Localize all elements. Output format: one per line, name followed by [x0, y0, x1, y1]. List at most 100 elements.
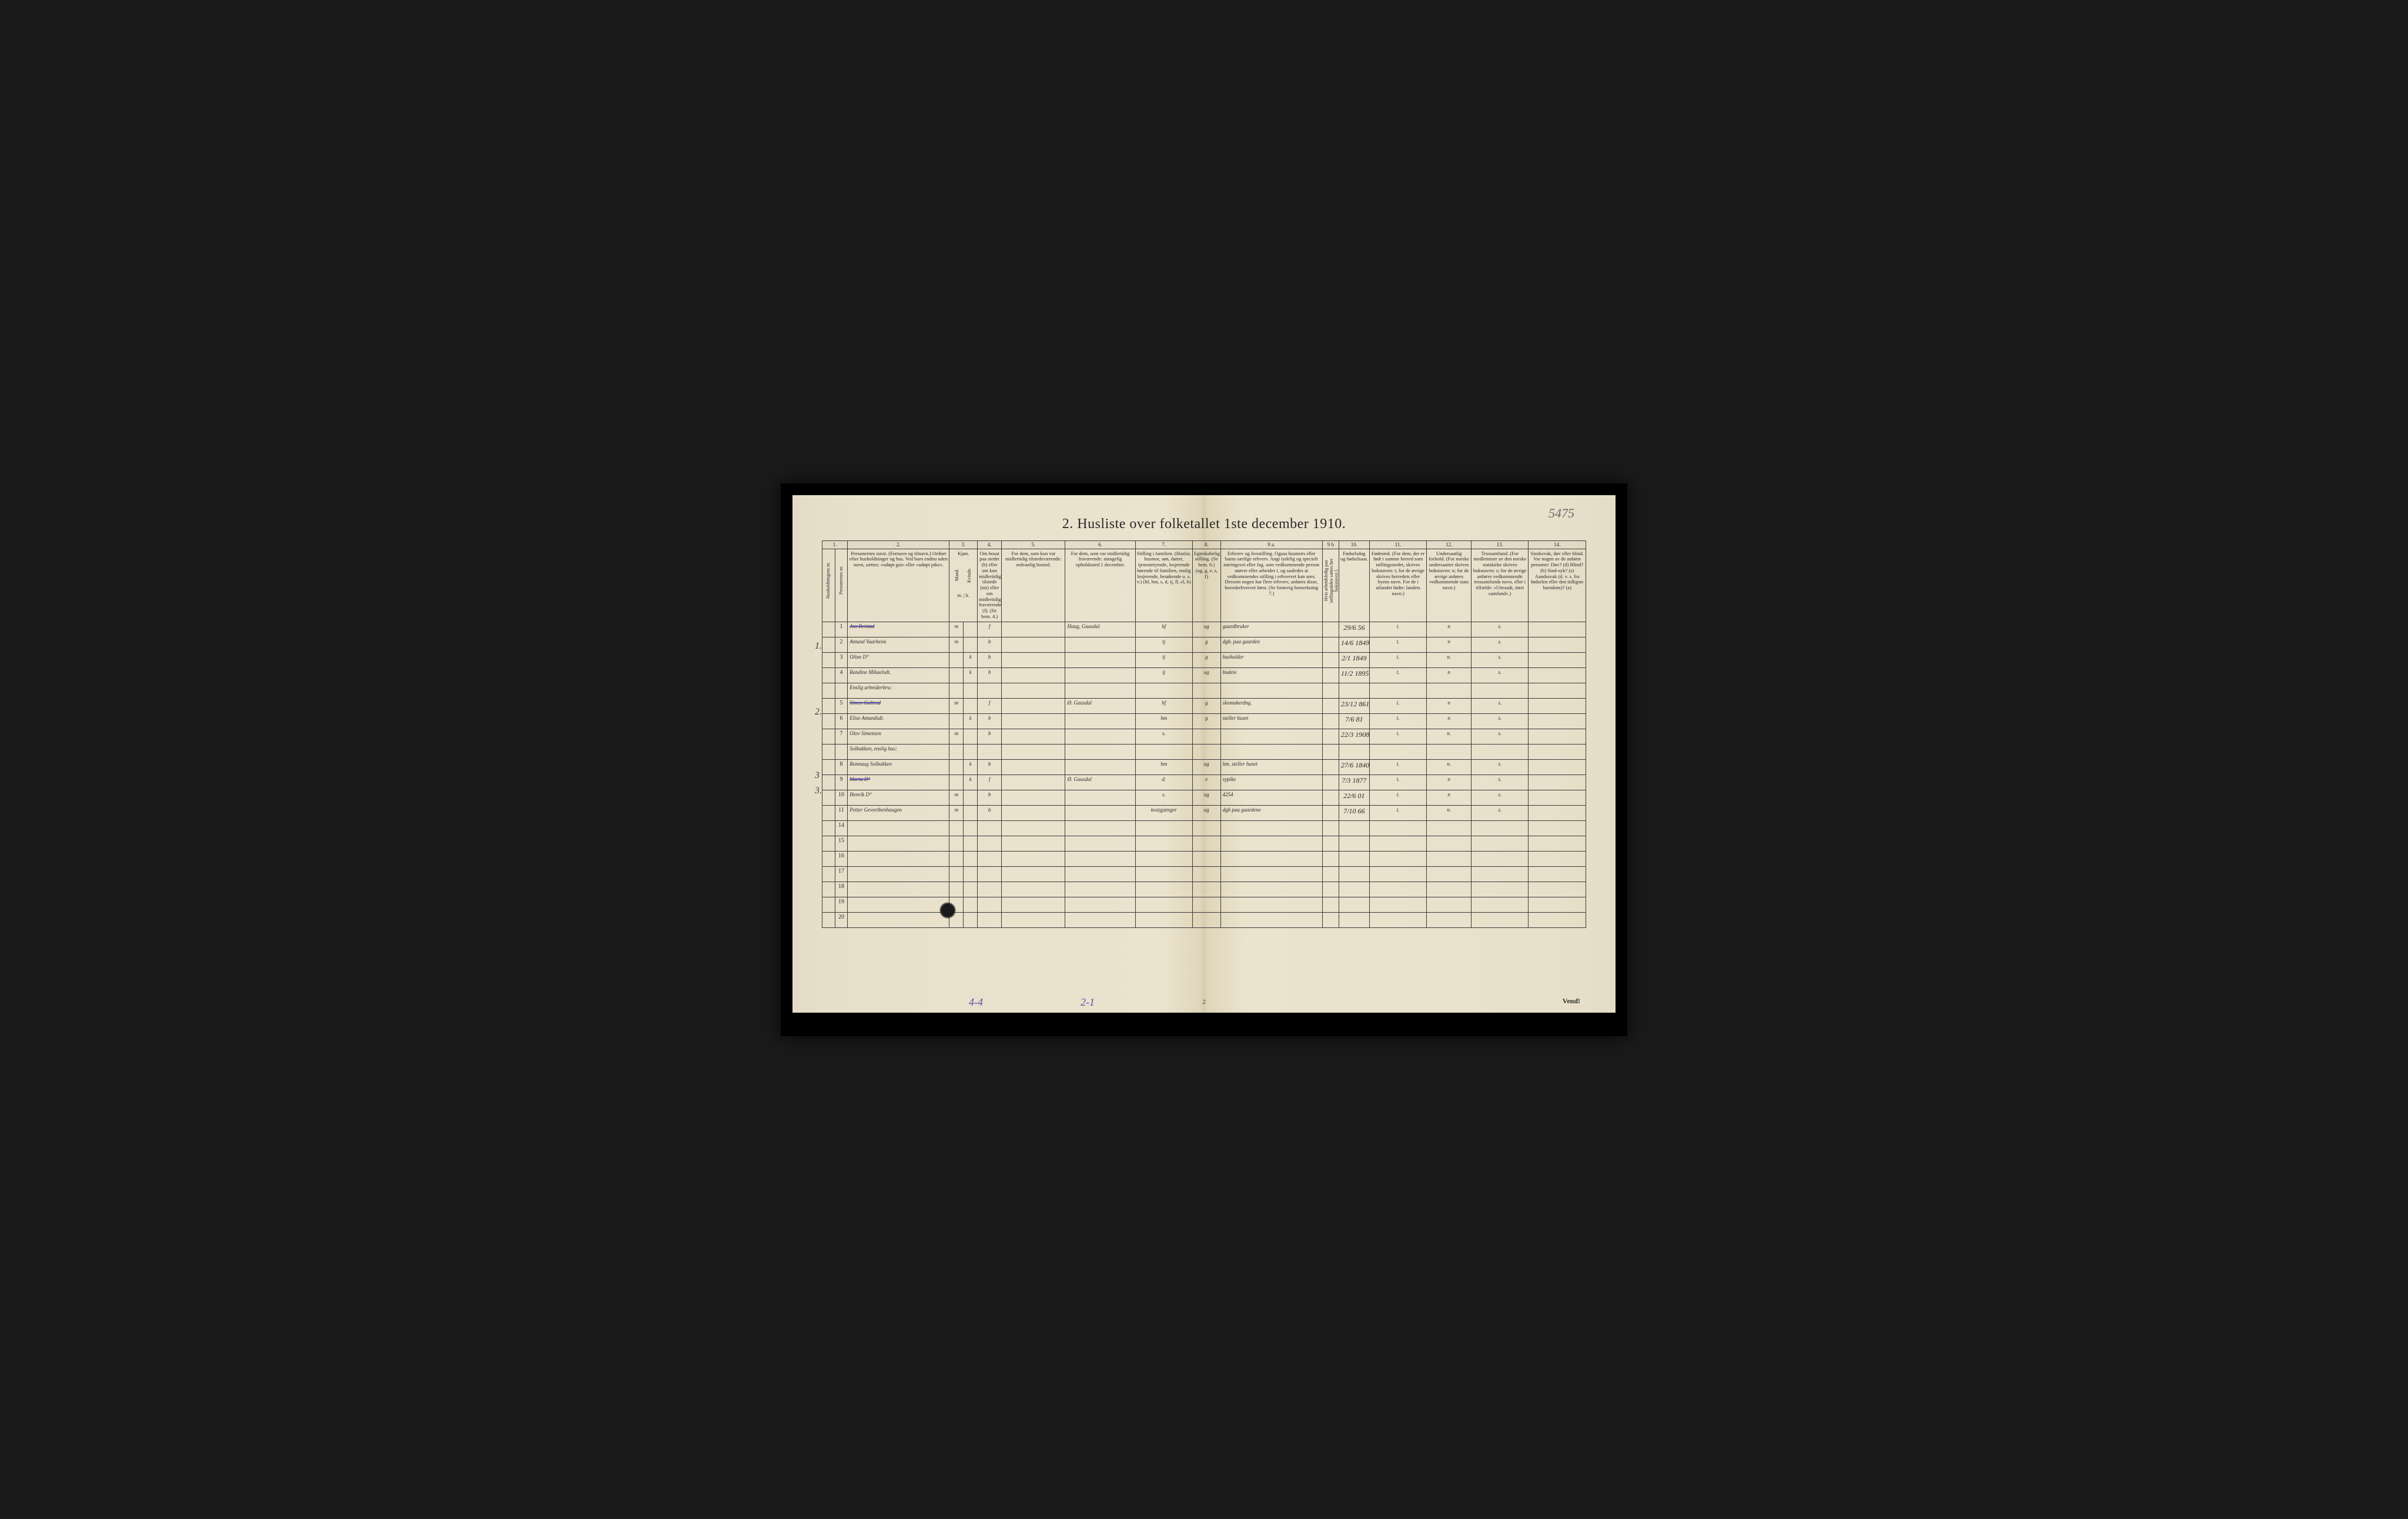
- cell-family-pos: hf: [1135, 698, 1192, 713]
- cell-empty: [1322, 882, 1339, 897]
- ink-blot: [939, 902, 956, 919]
- header-marital: Egteskabelig stilling. (Se bem. 6.) (ug,…: [1192, 549, 1220, 622]
- page-number: 2: [1203, 999, 1206, 1006]
- cell-empty: [1192, 897, 1220, 912]
- cell-temp-present: [1002, 637, 1065, 652]
- cell-disability: [1529, 790, 1586, 805]
- table-row-empty: 20: [822, 912, 1586, 927]
- cell-family-pos: tj: [1135, 667, 1192, 683]
- cell-household: [822, 882, 835, 897]
- cell-temp-absent: Haug, Gausdal: [1065, 622, 1135, 637]
- cell-empty: [1322, 912, 1339, 927]
- cell-person-nr: 18: [835, 882, 848, 897]
- footer-note-2: 2-1: [1081, 996, 1095, 1009]
- colnum-11: 11.: [1369, 540, 1426, 549]
- cell-nationality: n.: [1427, 729, 1471, 744]
- cell-sex-m: m: [949, 790, 964, 805]
- cell-birthplace: t.: [1369, 774, 1426, 790]
- cell-empty: [1427, 912, 1471, 927]
- cell-sex-m: [949, 774, 964, 790]
- cell-name: Solbakken, enslig hus:: [848, 744, 949, 759]
- cell-person-nr: 6: [835, 713, 848, 729]
- cell-disability: [1529, 652, 1586, 667]
- table-row: 4Randine Mikaelsdt.kbtjugbudeie11/2 1895…: [822, 667, 1586, 683]
- household-margin-3a: 3: [815, 770, 820, 781]
- cell-unemployed: [1322, 744, 1339, 759]
- corner-annotation: 5475: [1549, 506, 1574, 521]
- cell-empty: [848, 820, 949, 836]
- cell-empty: [1220, 912, 1322, 927]
- header-family-position: Stilling i familien. (Husfar, husmor, sø…: [1135, 549, 1192, 622]
- cell-birthdate: 14/6 1849: [1339, 637, 1369, 652]
- cell-birthplace: [1369, 683, 1426, 698]
- cell-household: [822, 729, 835, 744]
- cell-empty: [1135, 897, 1192, 912]
- cell-name: Marta D°: [848, 774, 949, 790]
- cell-marital: ug: [1192, 622, 1220, 637]
- cell-sex-m: m: [949, 698, 964, 713]
- cell-empty: [949, 882, 964, 897]
- cell-temp-present: [1002, 622, 1065, 637]
- cell-name: Randine Mikaelsdt.: [848, 667, 949, 683]
- cell-empty: [1135, 866, 1192, 882]
- cell-sex-k: [964, 683, 978, 698]
- cell-unemployed: [1322, 729, 1339, 744]
- cell-person-nr: 14: [835, 820, 848, 836]
- cell-temp-absent: [1065, 759, 1135, 774]
- household-margin-1: 1.: [815, 641, 822, 652]
- column-number-row: 1. 2. 3. 4. 5. 6. 7. 8. 9 a. 9 b 10. 11.…: [822, 540, 1586, 549]
- cell-birthplace: t.: [1369, 698, 1426, 713]
- cell-empty: [1339, 851, 1369, 866]
- header-name: Personernes navn. (Fornavn og tilnavn.) …: [848, 549, 949, 622]
- cell-empty: [1322, 851, 1339, 866]
- cell-empty: [1002, 897, 1065, 912]
- cell-temp-present: [1002, 667, 1065, 683]
- cell-nationality: n.: [1427, 652, 1471, 667]
- header-occupation: Erhverv og livsstilling. Ogsaa husmors e…: [1220, 549, 1322, 622]
- cell-empty: [1192, 882, 1220, 897]
- cell-residence: b: [978, 713, 1002, 729]
- cell-name: Jon Reistad: [848, 622, 949, 637]
- cell-empty: [1135, 820, 1192, 836]
- cell-empty: [1002, 912, 1065, 927]
- cell-empty: [1065, 851, 1135, 866]
- cell-birthplace: [1369, 744, 1426, 759]
- cell-residence: b: [978, 652, 1002, 667]
- cell-household: [822, 759, 835, 774]
- cell-empty: [964, 820, 978, 836]
- cell-empty: [1529, 836, 1586, 851]
- cell-empty: [1220, 897, 1322, 912]
- cell-residence: [978, 683, 1002, 698]
- cell-empty: [1135, 912, 1192, 927]
- cell-empty: [1471, 836, 1529, 851]
- cell-household: [822, 805, 835, 820]
- cell-sex-m: [949, 759, 964, 774]
- cell-sex-m: [949, 652, 964, 667]
- cell-occupation: steller huset: [1220, 713, 1322, 729]
- table-row: 10Henrik D°mbs.ug425422/6 01t.ns.: [822, 790, 1586, 805]
- cell-birthdate: 23/12 861: [1339, 698, 1369, 713]
- cell-disability: [1529, 729, 1586, 744]
- colnum-3: 3.: [949, 540, 978, 549]
- colnum-10: 10.: [1339, 540, 1369, 549]
- census-body: 1Jon ReistadmfHaug, Gausdalhfuggaardbruk…: [822, 622, 1586, 927]
- scan-frame: 5475 2. Husliste over folketallet 1ste d…: [781, 483, 1627, 1036]
- cell-occupation: hm. steller huset: [1220, 759, 1322, 774]
- cell-temp-present: [1002, 774, 1065, 790]
- cell-empty: [1427, 851, 1471, 866]
- cell-temp-absent: [1065, 805, 1135, 820]
- cell-occupation: [1220, 744, 1322, 759]
- cell-name: Petter Gevortbenhaugen: [848, 805, 949, 820]
- cell-empty: [848, 851, 949, 866]
- cell-empty: [1002, 851, 1065, 866]
- cell-person-nr: 4: [835, 667, 848, 683]
- cell-empty: [1369, 866, 1426, 882]
- cell-temp-present: [1002, 790, 1065, 805]
- colnum-12: 12.: [1427, 540, 1471, 549]
- cell-temp-present: [1002, 652, 1065, 667]
- cell-empty: [1529, 897, 1586, 912]
- cell-temp-present: [1002, 713, 1065, 729]
- cell-religion: s.: [1471, 759, 1529, 774]
- cell-empty: [978, 882, 1002, 897]
- cell-empty: [978, 836, 1002, 851]
